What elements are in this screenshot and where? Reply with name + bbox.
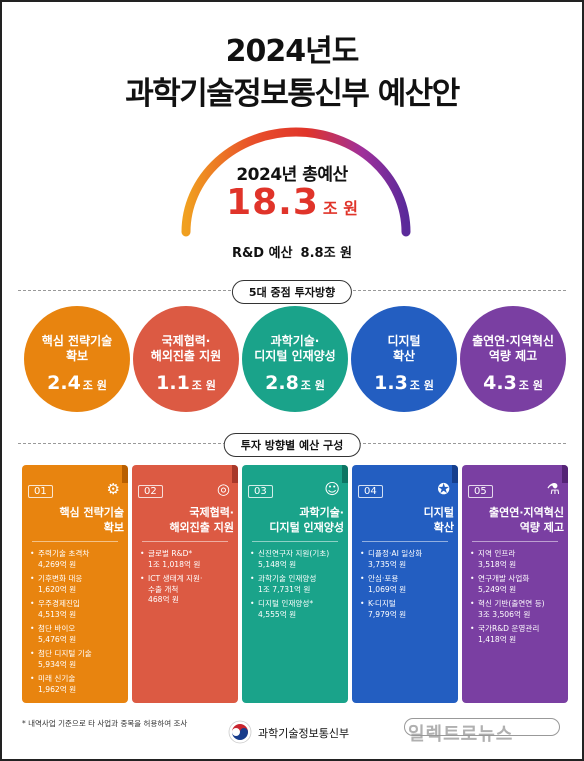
page-title: 과학기술정보통신부 예산안: [125, 76, 460, 112]
card-number: 04: [358, 485, 383, 498]
card-item-list: 신진연구자 지원(기초) 5,148억 원 과학기술 인재양성 1조 7,731…: [250, 549, 344, 624]
list-item: 디지털 인재양성* 4,555억 원: [250, 599, 344, 620]
list-item: K-디지털 7,979억 원: [360, 599, 454, 620]
card-number: 05: [468, 485, 493, 498]
government-emblem-icon: [228, 720, 252, 744]
card-item-list: 디플정·AI 일상화 3,735억 원 안심·포용 1,069억 원 K-디지털…: [360, 549, 454, 624]
card-title: 디지털 확산: [423, 506, 454, 534]
budget-card-5: 05 ⚗ 출연연·지역혁신 역량 제고 지역 인프라 3,518억 원 연구개발…: [462, 465, 568, 703]
globe-icon: ◎: [216, 480, 230, 498]
bulb-icon: ✪: [437, 480, 450, 498]
total-budget-label: 2024년 총예산: [236, 165, 348, 185]
list-item: 신진연구자 지원(기초) 5,148억 원: [250, 549, 344, 570]
total-budget-value: 18.3 조 원: [2, 182, 582, 223]
direction-title: 핵심 전략기술 확보: [41, 334, 113, 363]
direction-title: 과학기술· 디지털 인재양성: [254, 334, 336, 363]
rd-budget: R&D 예산 8.8조 원: [2, 242, 582, 261]
card-divider: [362, 541, 448, 542]
card-item-list: 지역 인프라 3,518억 원 연구개발 사업화 5,249억 원 혁신 기반(…: [470, 549, 564, 649]
card-title: 국제협력· 해외진출 지원: [169, 506, 234, 534]
budget-card-2: 02 ◎ 국제협력· 해외진출 지원 글로벌 R&D* 1조 1,018억 원 …: [132, 465, 238, 703]
budget-card-1: 01 ⚙ 핵심 전략기술 확보 주력기술 초격차 4,269억 원 기후변화 대…: [22, 465, 128, 703]
budget-card-3: 03 ☺ 과학기술· 디지털 인재양성 신진연구자 지원(기초) 5,148억 …: [242, 465, 348, 703]
direction-title: 출연연·지역혁신 역량 제고: [472, 334, 554, 363]
card-tab: [232, 465, 238, 483]
card-number: 03: [248, 485, 273, 498]
list-item: 국가R&D 운영관리 1,418억 원: [470, 624, 564, 645]
total-budget-unit: 조 원: [322, 199, 358, 218]
list-item: 첨단 바이오 5,476억 원: [30, 624, 124, 645]
list-item: 첨단 디지털 기술 5,934억 원: [30, 649, 124, 670]
direction-circle-5: 출연연·지역혁신 역량 제고 4.3 조 원: [460, 306, 566, 412]
list-item: ICT 생태계 지원· 수출 개척 468억 원: [140, 574, 234, 606]
list-item: 연구개발 사업화 5,249억 원: [470, 574, 564, 595]
direction-circle-2: 국제협력· 해외진출 지원 1.1 조 원: [133, 306, 239, 412]
title-year: 2024년도: [225, 34, 360, 69]
card-item-list: 주력기술 초격차 4,269억 원 기후변화 대응 1,620억 원 우주경제진…: [30, 549, 124, 699]
card-divider: [472, 541, 558, 542]
list-item: 과학기술 인재양성 1조 7,731억 원: [250, 574, 344, 595]
total-budget-number: 18.3: [226, 182, 319, 223]
card-number: 02: [138, 485, 163, 498]
list-item: 글로벌 R&D* 1조 1,018억 원: [140, 549, 234, 570]
direction-title: 국제협력· 해외진출 지원: [150, 334, 222, 363]
card-tab: [342, 465, 348, 483]
direction-circle-3: 과학기술· 디지털 인재양성 2.8 조 원: [242, 306, 348, 412]
card-title: 출연연·지역혁신 역량 제고: [488, 506, 564, 534]
list-item: 우주경제진입 4,513억 원: [30, 599, 124, 620]
direction-value: 1.3 조 원: [374, 372, 434, 394]
rd-budget-value: 8.8조 원: [300, 246, 353, 261]
direction-value: 2.4 조 원: [47, 372, 107, 394]
direction-circle-4: 디지털 확산 1.3 조 원: [351, 306, 457, 412]
section-title-composition: 투자 방향별 예산 구성: [223, 433, 361, 457]
card-divider: [32, 541, 118, 542]
card-tab: [452, 465, 458, 483]
card-tab: [122, 465, 128, 483]
card-divider: [252, 541, 338, 542]
direction-value: 1.1 조 원: [156, 372, 216, 394]
card-divider: [142, 541, 228, 542]
gears-icon: ⚙: [106, 480, 120, 498]
card-title: 과학기술· 디지털 인재양성: [269, 506, 344, 534]
footnote: * 내역사업 기준으로 타 사업과 중복을 허용하여 조사: [22, 719, 188, 728]
budget-card-4: 04 ✪ 디지털 확산 디플정·AI 일상화 3,735억 원 안심·포용 1,…: [352, 465, 458, 703]
card-tab: [562, 465, 568, 483]
rd-budget-label: R&D 예산: [231, 246, 293, 261]
direction-title: 디지털 확산: [387, 334, 421, 363]
card-item-list: 글로벌 R&D* 1조 1,018억 원 ICT 생태계 지원· 수출 개척 4…: [140, 549, 234, 610]
section-title-directions: 5대 중점 투자방향: [231, 280, 353, 304]
direction-value: 4.3 조 원: [483, 372, 543, 394]
direction-circle-1: 핵심 전략기술 확보 2.4 조 원: [24, 306, 130, 412]
footer-badge: [404, 718, 560, 736]
list-item: 안심·포용 1,069억 원: [360, 574, 454, 595]
list-item: 디플정·AI 일상화 3,735억 원: [360, 549, 454, 570]
card-number: 01: [28, 485, 53, 498]
direction-value: 2.8 조 원: [265, 372, 325, 394]
watermark: 일렉트로뉴스: [408, 724, 514, 745]
card-title: 핵심 전략기술 확보: [59, 506, 124, 534]
ministry-name: 과학기술정보통신부: [258, 727, 350, 740]
list-item: 주력기술 초격차 4,269억 원: [30, 549, 124, 570]
list-item: 지역 인프라 3,518억 원: [470, 549, 564, 570]
people-icon: ☺: [324, 480, 340, 498]
list-item: 미래 신기술 1,962억 원: [30, 674, 124, 695]
list-item: 기후변화 대응 1,620억 원: [30, 574, 124, 595]
flask-icon: ⚗: [546, 480, 560, 498]
rainbow-arc: [181, 127, 411, 237]
list-item: 혁신 기반(출연연 등) 3조 3,506억 원: [470, 599, 564, 620]
